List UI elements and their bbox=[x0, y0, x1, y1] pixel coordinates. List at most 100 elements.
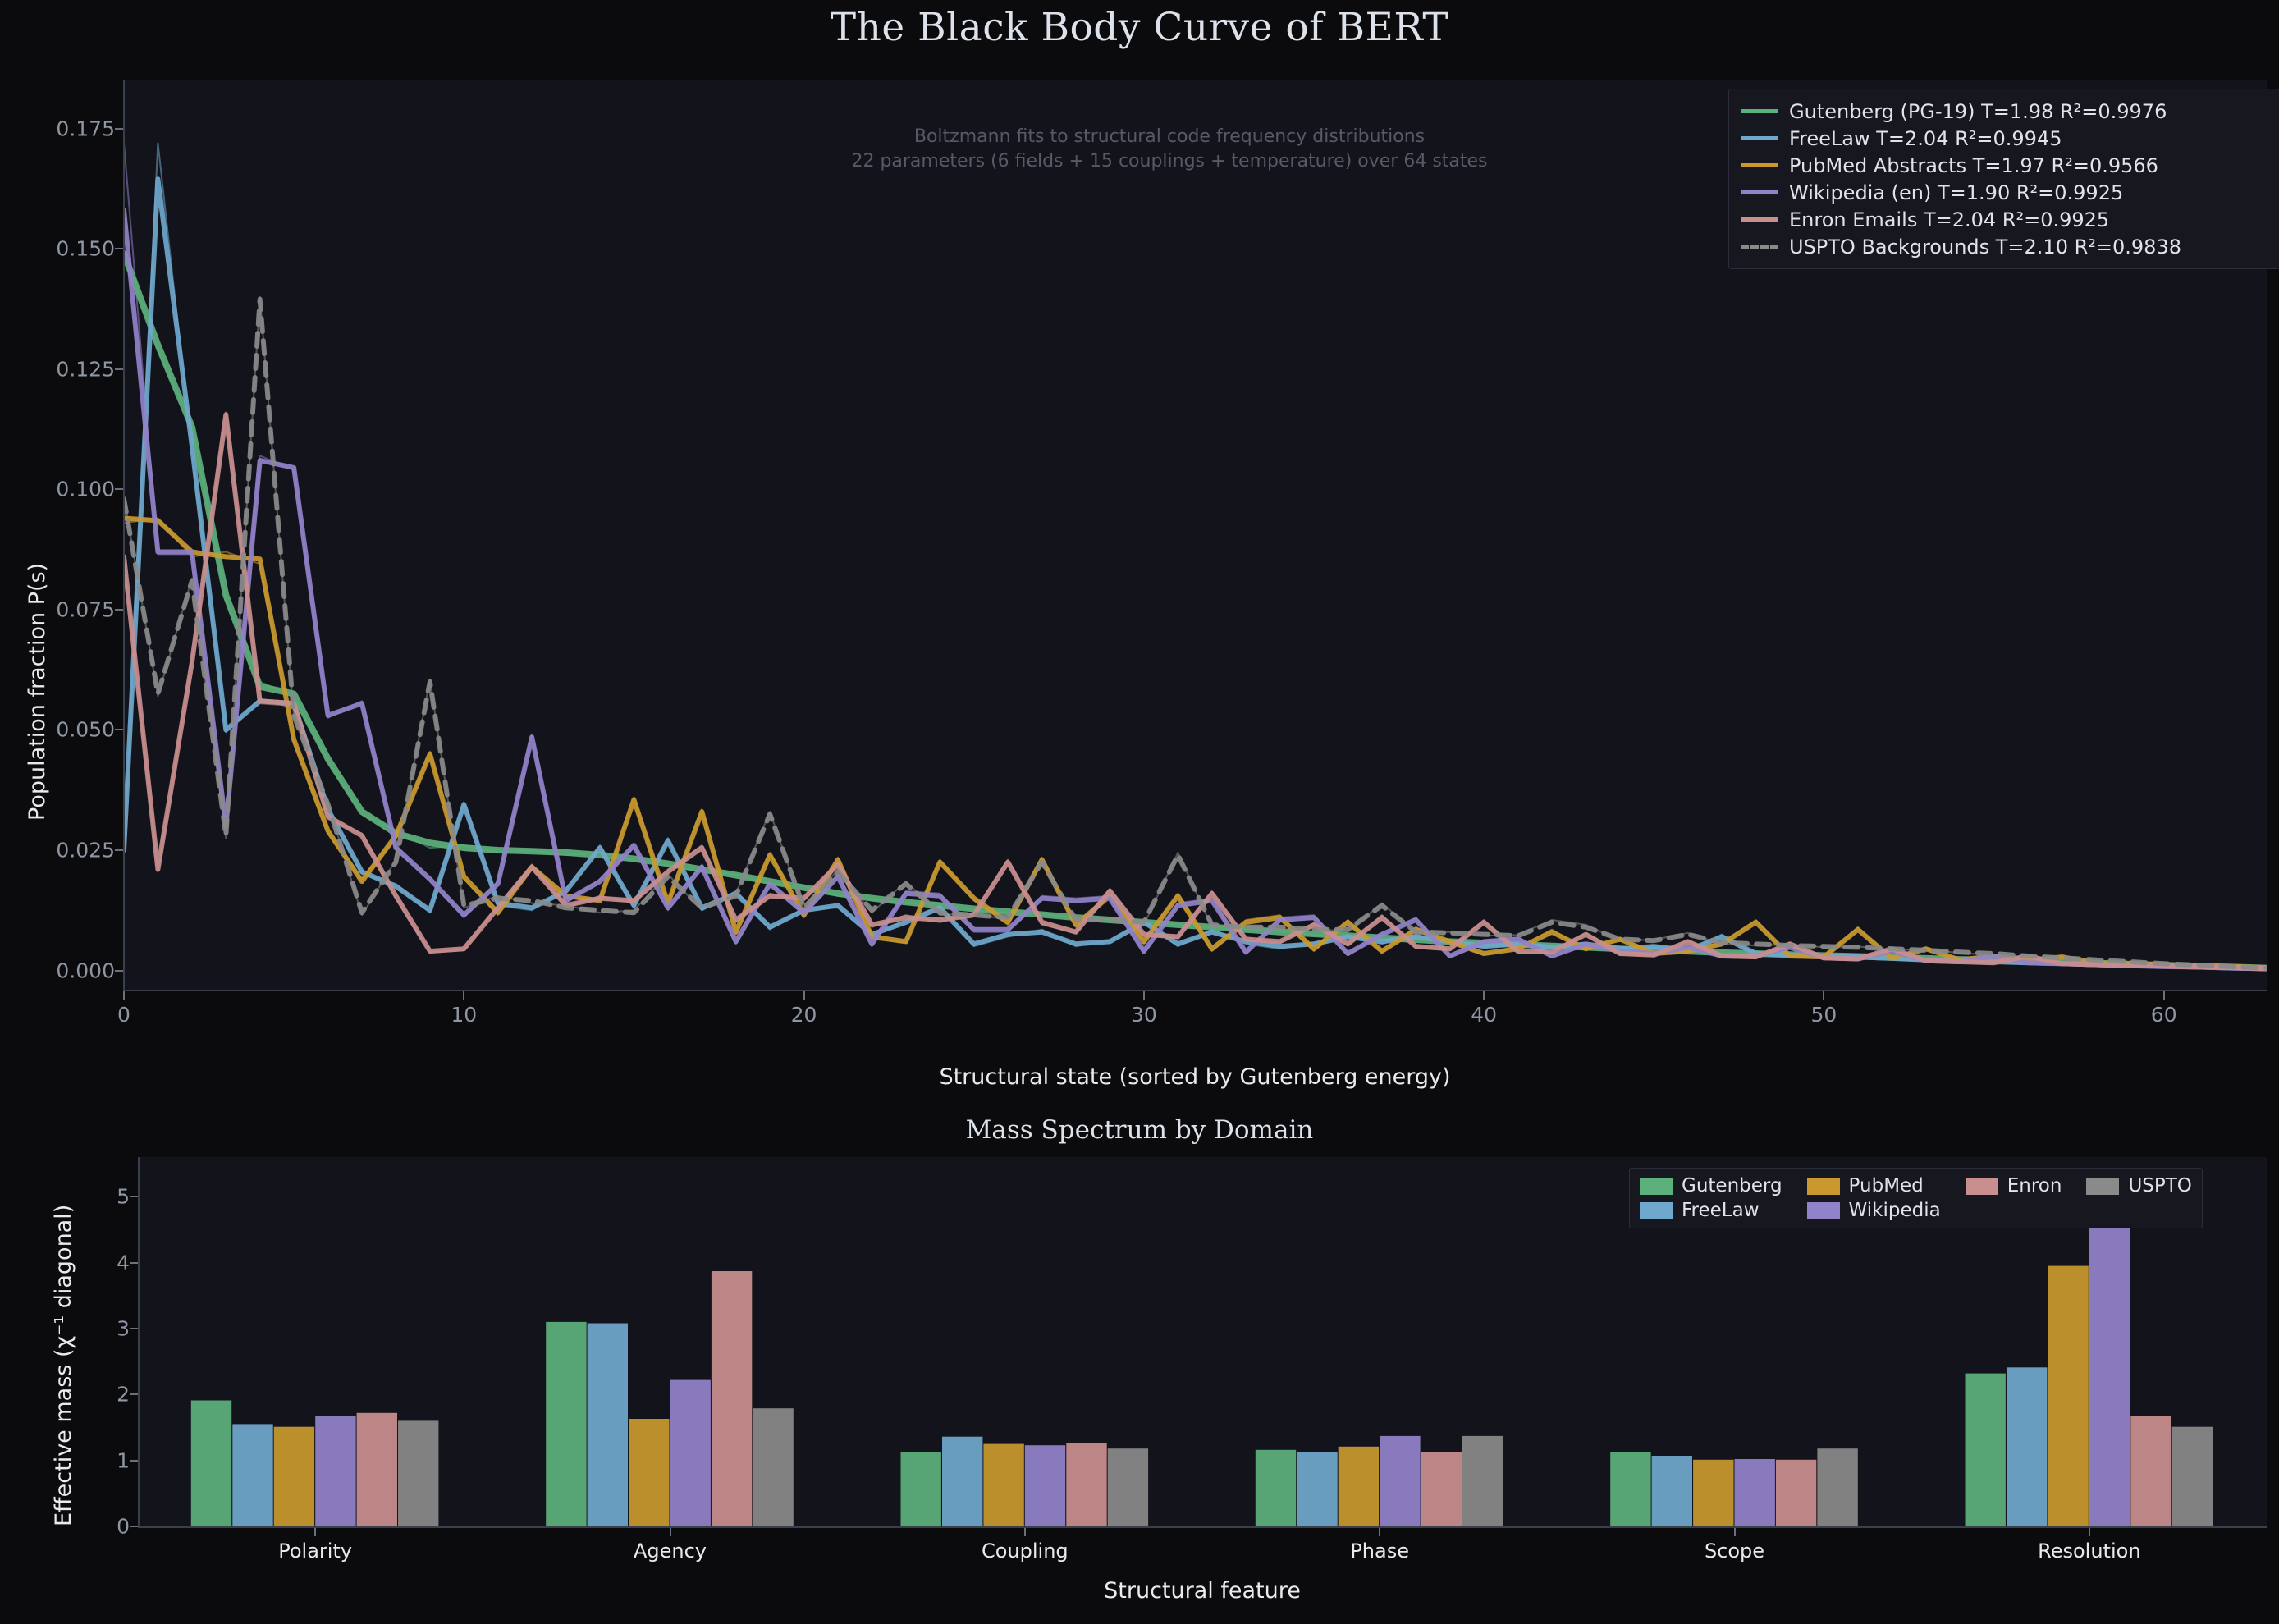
x-tick-mark bbox=[463, 991, 465, 1000]
legend-swatch-icon bbox=[1806, 1201, 1840, 1219]
x-tick-mark bbox=[1379, 1528, 1381, 1536]
y-tick-label: 0.000 bbox=[56, 958, 115, 983]
y-tick-label: 5 bbox=[117, 1184, 130, 1209]
x-tick-mark bbox=[669, 1528, 671, 1536]
axis-spine bbox=[138, 1526, 2267, 1528]
y-tick-mark bbox=[115, 248, 123, 250]
y-tick-mark bbox=[115, 849, 123, 851]
y-tick-mark bbox=[115, 127, 123, 130]
x-tick-mark bbox=[123, 991, 125, 1000]
y-tick-label: 0.075 bbox=[56, 597, 115, 622]
x-tick-mark bbox=[1142, 991, 1145, 1000]
x-tick-mark bbox=[2162, 991, 2165, 1000]
x-tick-label: 40 bbox=[1471, 1003, 1498, 1027]
legend-swatch-icon bbox=[2086, 1177, 2120, 1195]
x-tick-label: 0 bbox=[117, 1003, 130, 1027]
bar-legend-item-label: FreeLaw bbox=[1682, 1200, 1760, 1221]
x-tick-label-resolution: Resolution bbox=[2038, 1539, 2141, 1562]
y-tick-label: 3 bbox=[117, 1316, 130, 1341]
bar-legend-item-4[interactable]: FreeLaw bbox=[1640, 1200, 1782, 1221]
axis-spine bbox=[123, 80, 125, 990]
legend-swatch-icon bbox=[1640, 1201, 1673, 1219]
y-tick-mark bbox=[130, 1327, 138, 1329]
x-tick-label-phase: Phase bbox=[1350, 1539, 1409, 1562]
axis-spine bbox=[123, 990, 2267, 991]
x-tick-mark bbox=[1483, 991, 1485, 1000]
y-tick-mark bbox=[115, 608, 123, 611]
y-tick-mark bbox=[115, 488, 123, 491]
bar-legend-item-label: PubMed bbox=[1848, 1175, 1924, 1196]
bar-legend-item-label: Wikipedia bbox=[1848, 1200, 1941, 1221]
x-tick-label-scope: Scope bbox=[1704, 1539, 1765, 1562]
x-axis-label-bottom: Structural feature bbox=[1104, 1578, 1301, 1603]
y-axis-label-bottom: Effective mass (χ⁻¹ diagonal) bbox=[51, 1204, 76, 1526]
legend-swatch-icon bbox=[1741, 109, 1778, 113]
legend-item-label: PubMed Abstracts T=1.97 R²=0.9566 bbox=[1789, 153, 2158, 177]
y-tick-label: 0.150 bbox=[56, 236, 115, 261]
y-tick-mark bbox=[115, 729, 123, 731]
legend-swatch-icon bbox=[1741, 163, 1778, 167]
legend-item-4[interactable]: Enron Emails T=2.04 R²=0.9925 bbox=[1741, 206, 2268, 233]
x-axis-label-top: Structural state (sorted by Gutenberg en… bbox=[939, 1064, 1451, 1090]
x-tick-mark bbox=[1733, 1528, 1736, 1536]
legend-item-label: USPTO Backgrounds T=2.10 R²=0.9838 bbox=[1789, 235, 2181, 258]
bar-legend-item-label: Enron bbox=[2007, 1175, 2062, 1196]
y-axis-label-top: Population fraction P(s) bbox=[25, 562, 50, 821]
legend-swatch-icon bbox=[1806, 1177, 1840, 1195]
legend-swatch-icon bbox=[1965, 1177, 1998, 1195]
y-tick-mark bbox=[130, 1261, 138, 1264]
y-tick-label: 1 bbox=[117, 1448, 130, 1473]
legend-item-label: Enron Emails T=2.04 R²=0.9925 bbox=[1789, 208, 2110, 231]
x-tick-mark bbox=[803, 991, 805, 1000]
annotation-line-1: Boltzmann fits to structural code freque… bbox=[913, 126, 1426, 147]
bar-legend-item-1[interactable]: PubMed bbox=[1806, 1175, 1941, 1196]
x-tick-label: 20 bbox=[790, 1003, 817, 1027]
bar-legend-item-0[interactable]: Gutenberg bbox=[1640, 1175, 1782, 1196]
bar-legend-item-5[interactable]: Wikipedia bbox=[1806, 1200, 1941, 1221]
legend-swatch-icon bbox=[1741, 245, 1778, 249]
y-tick-mark bbox=[130, 1393, 138, 1396]
line-chart-legend[interactable]: Gutenberg (PG-19) T=1.98 R²=0.9976 FreeLa… bbox=[1728, 89, 2279, 269]
y-tick-mark bbox=[130, 1526, 138, 1527]
axis-spine bbox=[138, 1157, 140, 1526]
bar-legend-item-label: Gutenberg bbox=[1682, 1175, 1782, 1196]
legend-item-label: Gutenberg (PG-19) T=1.98 R²=0.9976 bbox=[1789, 99, 2167, 123]
legend-item-5[interactable]: USPTO Backgrounds T=2.10 R²=0.9838 bbox=[1741, 233, 2268, 260]
legend-swatch-icon bbox=[1741, 136, 1778, 140]
x-tick-mark bbox=[1823, 991, 1825, 1000]
y-tick-label: 0.050 bbox=[56, 717, 115, 742]
bar-legend-item-3[interactable]: USPTO bbox=[2086, 1175, 2192, 1196]
x-tick-mark bbox=[2088, 1528, 2090, 1536]
annotation-line-2: 22 parameters (6 fields + 15 couplings +… bbox=[851, 150, 1488, 172]
legend-swatch-icon bbox=[1741, 217, 1778, 222]
x-tick-label-polarity: Polarity bbox=[278, 1539, 353, 1562]
legend-item-label: FreeLaw T=2.04 R²=0.9945 bbox=[1789, 126, 2062, 150]
x-tick-label: 10 bbox=[451, 1003, 478, 1027]
x-tick-label-coupling: Coupling bbox=[981, 1539, 1069, 1562]
y-tick-mark bbox=[130, 1459, 138, 1462]
bar-chart-title: Mass Spectrum by Domain bbox=[965, 1115, 1314, 1145]
legend-item-1[interactable]: FreeLaw T=2.04 R²=0.9945 bbox=[1741, 125, 2268, 152]
legend-item-0[interactable]: Gutenberg (PG-19) T=1.98 R²=0.9976 bbox=[1741, 98, 2268, 125]
x-tick-mark bbox=[1023, 1528, 1026, 1536]
y-tick-label: 0.175 bbox=[56, 117, 115, 141]
bar-legend-item-2[interactable]: Enron bbox=[1965, 1175, 2062, 1196]
legend-swatch-icon bbox=[1741, 190, 1778, 194]
legend-item-label: Wikipedia (en) T=1.90 R²=0.9925 bbox=[1789, 181, 2124, 204]
y-tick-mark bbox=[130, 1196, 138, 1198]
y-tick-mark bbox=[115, 368, 123, 370]
y-tick-label: 0.100 bbox=[56, 477, 115, 501]
legend-item-2[interactable]: PubMed Abstracts T=1.97 R²=0.9566 bbox=[1741, 152, 2268, 179]
legend-swatch-icon bbox=[1640, 1177, 1673, 1195]
legend-item-3[interactable]: Wikipedia (en) T=1.90 R²=0.9925 bbox=[1741, 179, 2268, 206]
x-tick-mark bbox=[314, 1528, 317, 1536]
y-tick-label: 0.025 bbox=[56, 838, 115, 862]
figure-title: The Black Body Curve of BERT bbox=[830, 5, 1449, 50]
bar-chart-svg bbox=[190, 1177, 2213, 1526]
chart-annotation: Boltzmann fits to structural code freque… bbox=[771, 125, 1567, 173]
y-tick-label: 2 bbox=[117, 1382, 130, 1407]
bar-legend-item-label: USPTO bbox=[2128, 1175, 2192, 1196]
y-tick-label: 0.125 bbox=[56, 357, 115, 382]
bar-chart-legend[interactable]: Gutenberg PubMed Enron USPTO FreeLaw Wikipedi… bbox=[1629, 1168, 2203, 1228]
